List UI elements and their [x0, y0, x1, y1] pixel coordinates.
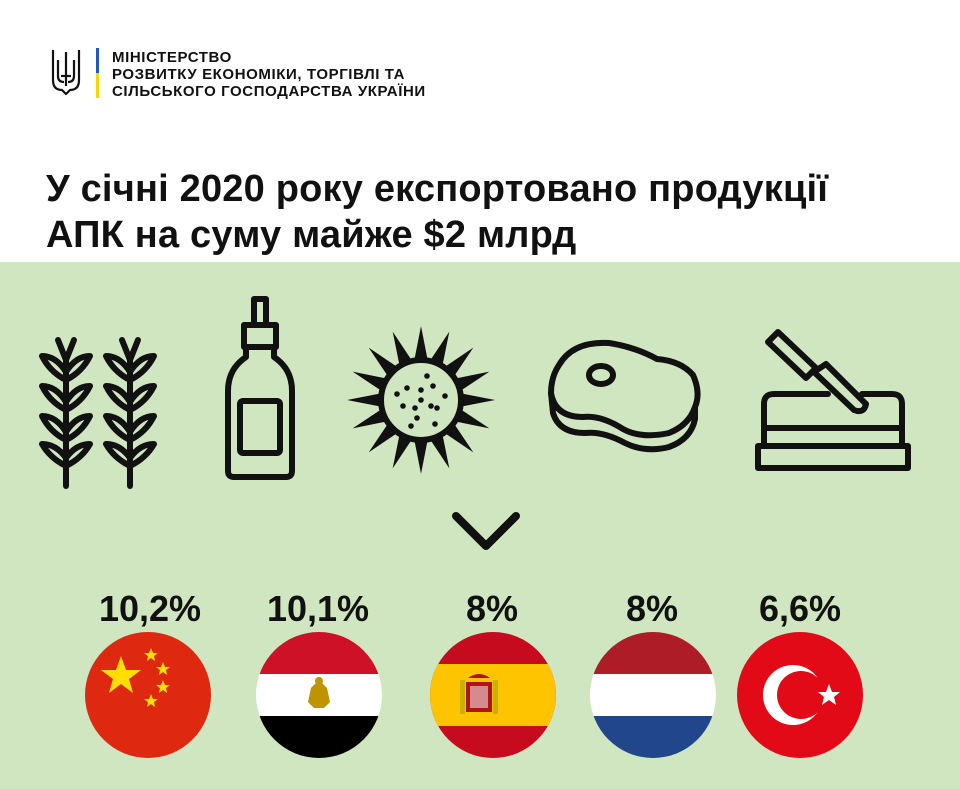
share-label-spain: 8% — [465, 588, 519, 629]
share-label-egypt: 10,1% — [266, 588, 370, 629]
share-label-china: 10,2% — [98, 588, 202, 629]
headline-line: У січні 2020 року експортовано продукції — [46, 168, 829, 210]
ministry-line: МІНІСТЕРСТВО — [112, 49, 232, 66]
spain-flag-icon — [430, 632, 556, 758]
meat-icon — [548, 339, 701, 453]
netherlands-flag-icon — [590, 632, 716, 758]
ministry-line: СІЛЬСЬКОГО ГОСПОДАРСТВА УКРАЇНИ — [112, 83, 426, 100]
trident-icon — [51, 50, 81, 96]
wheat-icon — [39, 337, 157, 489]
header: МІНІСТЕРСТВО РОЗВИТКУ ЕКОНОМІКИ, ТОРГІВЛ… — [0, 0, 960, 262]
butter-dish-icon — [755, 329, 911, 471]
oil-bottle-icon — [225, 296, 295, 480]
ministry-name: МІНІСТЕРСТВО РОЗВИТКУ ЕКОНОМІКИ, ТОРГІВЛ… — [112, 49, 426, 100]
sunflower-icon — [347, 326, 495, 474]
ukraine-stripe — [96, 48, 99, 98]
egypt-flag-icon — [256, 632, 382, 758]
chevron-down-icon — [452, 512, 520, 550]
turkey-flag-icon — [737, 632, 863, 758]
share-label-turkey: 6,6% — [758, 588, 842, 629]
share-label-netherlands: 8% — [625, 588, 679, 629]
ministry-line: РОЗВИТКУ ЕКОНОМІКИ, ТОРГІВЛІ ТА — [112, 66, 406, 83]
headline-line: АПК на суму майже $2 млрд — [46, 214, 577, 256]
china-flag-icon — [85, 632, 211, 758]
headline: У січні 2020 року експортовано продукції… — [46, 166, 926, 258]
